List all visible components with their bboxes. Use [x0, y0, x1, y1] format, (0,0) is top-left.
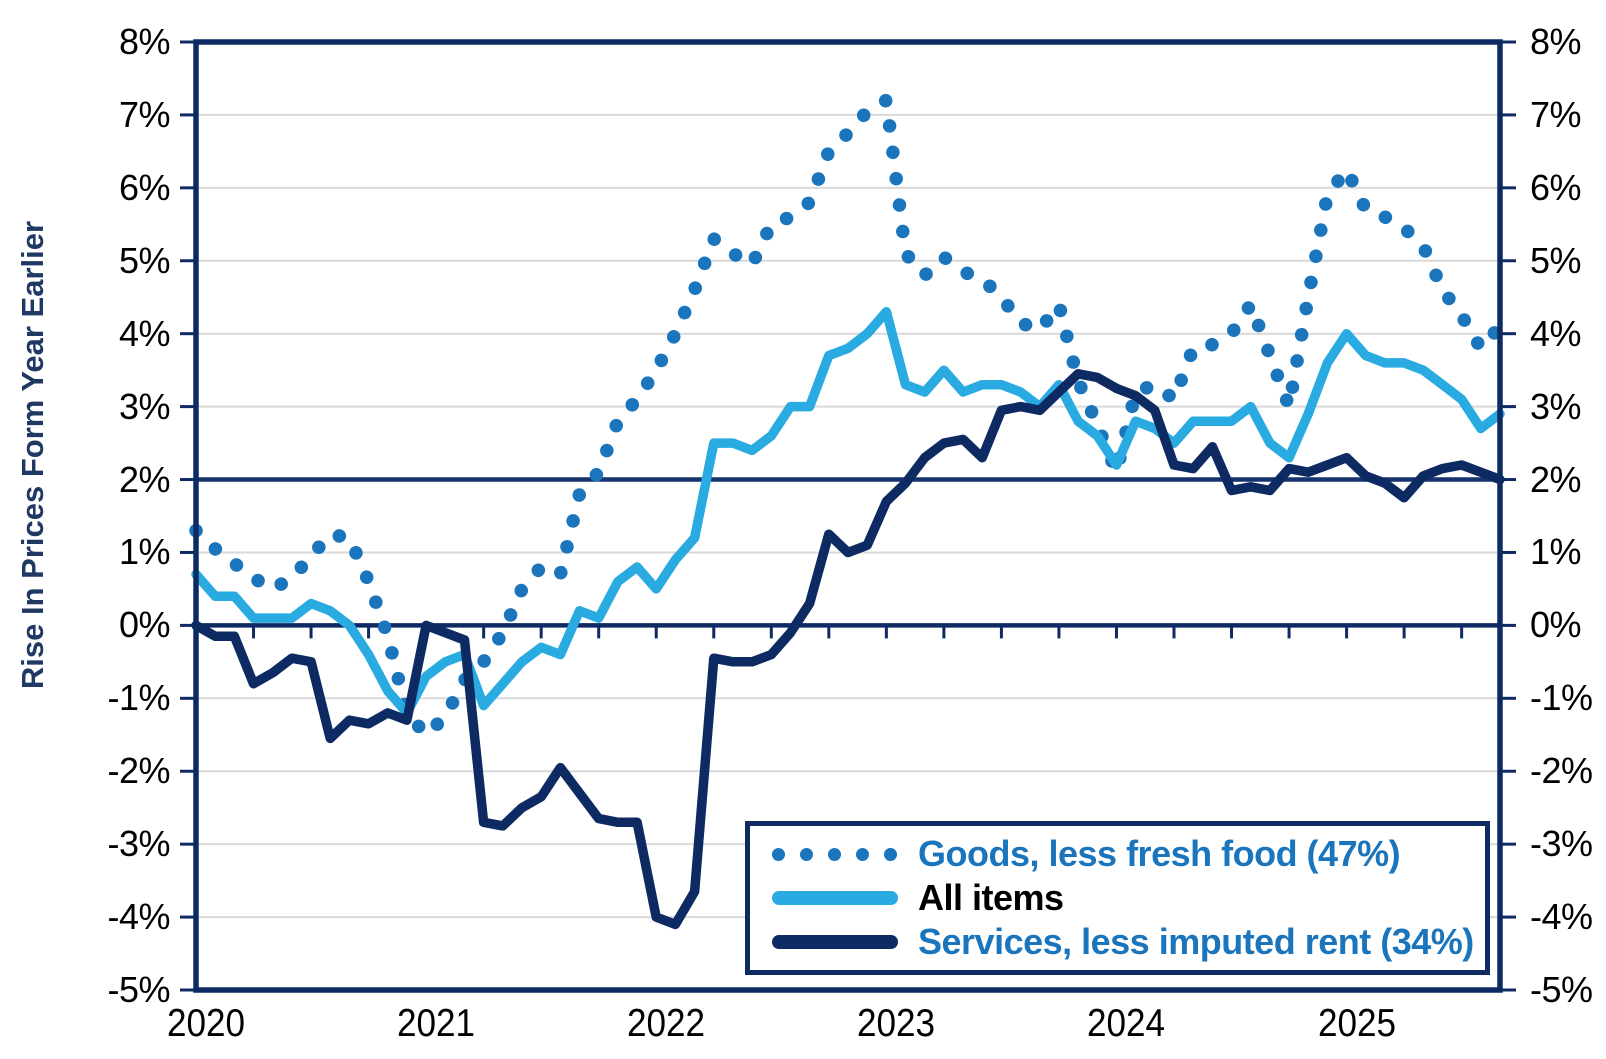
- y-tick-label-right: 1%: [1530, 531, 1582, 573]
- legend-label-all-items: All items: [918, 877, 1064, 918]
- y-tick-label-right: 0%: [1530, 604, 1582, 646]
- y-tick-label-right: -1%: [1530, 677, 1593, 719]
- y-tick-label-left: 6%: [118, 166, 171, 208]
- y-tick-label-left: -3%: [107, 823, 170, 865]
- legend-row-all-items: All items: [772, 877, 1475, 919]
- dotted-line-icon: [772, 847, 904, 861]
- y-tick-label-right: 3%: [1530, 385, 1582, 427]
- y-tick-label-left: 3%: [118, 385, 171, 427]
- y-tick-label-right: 8%: [1530, 21, 1582, 62]
- y-tick-label-left: -4%: [107, 896, 170, 938]
- y-tick-label-right: -2%: [1530, 750, 1593, 792]
- solid-line-icon: [772, 935, 904, 949]
- y-tick-label-left: 7%: [118, 93, 171, 135]
- y-tick-label-right: 4%: [1530, 312, 1582, 354]
- y-tick-label-left: -2%: [107, 750, 170, 792]
- x-tick-label-year: 2020: [166, 1002, 246, 1045]
- y-tick-label-left: 2%: [118, 458, 171, 500]
- x-tick-label-year: 2023: [857, 1002, 936, 1045]
- y-tick-label-right: 6%: [1530, 166, 1582, 208]
- x-tick-label-year: 2025: [1317, 1002, 1396, 1045]
- gridlines: [196, 113, 1500, 919]
- y-tick-label-left: 0%: [118, 604, 171, 646]
- legend-label-goods: Goods, less fresh food (47%): [918, 833, 1401, 874]
- y-tick-label-right: -4%: [1530, 896, 1593, 938]
- legend-row-services: Services, less imputed rent (34%): [772, 921, 1475, 963]
- plot-border: [193, 39, 1503, 993]
- y-tick-label-left: -5%: [107, 969, 170, 1010]
- y-tick-label-left: 8%: [118, 21, 171, 62]
- x-tick-label-year: 2024: [1087, 1002, 1166, 1045]
- y-tick-label-left: 1%: [118, 531, 171, 573]
- solid-line-icon: [772, 891, 904, 905]
- y-tick-label-right: -5%: [1530, 969, 1593, 1010]
- y-tick-label-left: 4%: [118, 312, 171, 354]
- legend: Goods, less fresh food (47%) All items S…: [745, 821, 1490, 975]
- series-services: [191, 369, 1505, 930]
- series-goods-dotted: [189, 93, 1507, 742]
- y-tick-label-right: 5%: [1530, 239, 1582, 281]
- y-tick-label-right: 7%: [1530, 93, 1582, 135]
- x-tick-label-year: 2022: [627, 1002, 706, 1045]
- y-tick-label-left: -1%: [107, 677, 170, 719]
- y-tick-label-right: 2%: [1530, 458, 1582, 500]
- y-tick-label-right: -3%: [1530, 823, 1593, 865]
- legend-row-goods: Goods, less fresh food (47%): [772, 833, 1475, 875]
- legend-label-services: Services, less imputed rent (34%): [918, 921, 1474, 962]
- y-tick-label-left: 5%: [118, 239, 171, 281]
- x-tick-label-year: 2021: [397, 1002, 476, 1045]
